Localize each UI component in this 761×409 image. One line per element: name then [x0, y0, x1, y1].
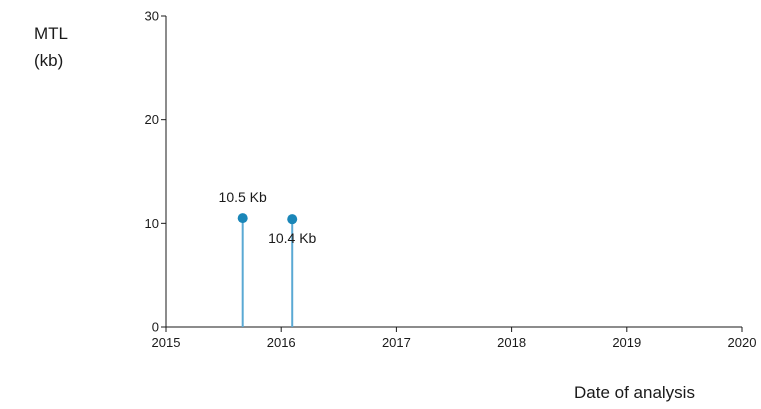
x-tick-label: 2017: [382, 335, 411, 350]
data-point: [287, 214, 298, 225]
x-tick-label: 2016: [267, 335, 296, 350]
y-tick-label: 20: [145, 112, 159, 127]
x-tick-label: 2019: [612, 335, 641, 350]
y-tick-label: 30: [145, 8, 159, 23]
data-point: [237, 213, 248, 224]
y-tick-label: 10: [145, 216, 159, 231]
y-tick-label: 0: [152, 319, 159, 334]
y-axis-label: MTL (kb): [34, 20, 68, 74]
y-axis-label-line-2: (kb): [34, 51, 64, 70]
x-tick-label: 2015: [152, 335, 181, 350]
data-label: 10.5 Kb: [219, 189, 267, 205]
axes: 0 10 20 30 2015 2016 2017 2018 2019 2020: [145, 8, 757, 350]
x-axis-label: Date of analysis: [574, 383, 695, 402]
data-marks: 10.5 Kb 10.4 Kb: [219, 189, 317, 327]
y-axis-label-line-1: MTL: [34, 24, 68, 43]
data-label: 10.4 Kb: [268, 230, 316, 246]
x-tick-label: 2020: [728, 335, 757, 350]
x-tick-label: 2018: [497, 335, 526, 350]
